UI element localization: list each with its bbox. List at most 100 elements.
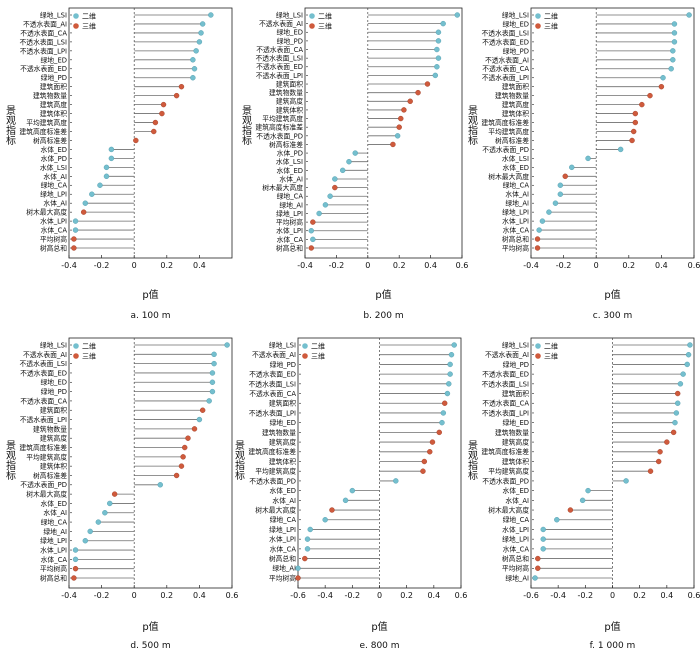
x-axis-title: p值	[371, 620, 387, 633]
lollipop-dot	[112, 492, 117, 497]
category-label: 绿地_LPI	[276, 209, 303, 218]
lollipop-dot	[535, 566, 540, 571]
legend-2d-marker	[73, 13, 79, 19]
category-label: 水体_CA	[503, 226, 530, 235]
category-label: 绿地_ED	[502, 418, 529, 427]
lollipop-dot	[661, 75, 666, 80]
category-label: 树高标准差	[495, 136, 529, 145]
category-label: 不透水表面_ED	[249, 370, 296, 379]
x-tick-label: 0.2	[160, 591, 173, 600]
x-tick-label: -0.2	[556, 261, 572, 270]
legend-3d-marker	[302, 353, 308, 359]
category-label: 建筑物数量	[495, 428, 529, 437]
lollipop-dot	[442, 401, 447, 406]
lollipop-dot	[73, 557, 78, 562]
category-label: 水体_CA	[41, 226, 68, 235]
lollipop-dot	[185, 436, 190, 441]
category-label: 绿地_ED	[276, 28, 303, 37]
lollipop-dot	[109, 147, 114, 152]
lollipop-dot	[109, 156, 114, 161]
category-label: 绿地_LSI	[502, 340, 529, 349]
category-label: 绿地_LPI	[502, 535, 529, 544]
category-label: 建筑面积	[276, 79, 303, 88]
lollipop-dot	[674, 410, 679, 415]
x-tick-label: 0.4	[660, 591, 673, 600]
category-label: 建筑物数量	[269, 88, 303, 97]
category-label: 绿地_LPI	[40, 536, 67, 545]
lollipop-dot	[181, 454, 186, 459]
legend-3d-label: 三维	[318, 22, 332, 31]
x-tick-label: 0	[610, 591, 615, 600]
category-label: 平均建筑高度	[488, 127, 529, 136]
category-label: 绿地_PD	[41, 387, 67, 396]
lollipop-dot	[669, 66, 674, 71]
category-label: 绿地_CA	[270, 515, 297, 524]
lollipop-dot	[434, 64, 439, 69]
lollipop-dot	[664, 440, 669, 445]
lollipop-dot	[89, 192, 94, 197]
lollipop-dot	[631, 129, 636, 134]
lollipop-dot	[310, 237, 315, 242]
lollipop-dot	[541, 527, 546, 532]
category-label: 建筑高度	[269, 438, 296, 447]
lollipop-dot	[210, 389, 215, 394]
category-label: 水体_CA	[277, 235, 304, 244]
category-label: 平均树高	[269, 573, 296, 582]
category-label: 不透水表面_AI	[259, 19, 303, 28]
x-tick-label: 0	[132, 261, 137, 270]
category-label: 绿地_CA	[277, 192, 304, 201]
lollipop-dot	[430, 440, 435, 445]
category-label: 平均树高	[276, 218, 303, 227]
legend-3d-label: 三维	[82, 22, 96, 31]
category-label: 建筑面积	[269, 399, 296, 408]
lollipop-dot	[437, 430, 442, 435]
category-label: 绿地_ED	[40, 55, 67, 64]
category-label: 绿地_AI	[279, 200, 303, 209]
category-label: 绿地_AI	[505, 573, 529, 582]
category-label: 绿地_CA	[41, 518, 68, 527]
category-label: 水体_CA	[270, 544, 297, 553]
category-label: 不透水表面_ED	[256, 62, 303, 71]
lollipop-dot	[618, 147, 623, 152]
category-label: 水体_AI	[279, 174, 303, 183]
lollipop-dot	[540, 219, 545, 224]
category-label: 建筑高度标准差	[19, 443, 67, 452]
legend-2d-label: 二维	[318, 12, 332, 21]
category-label: 不透水表面_PD	[482, 145, 529, 154]
category-label: 水体_PD	[277, 149, 303, 158]
lollipop-dot	[194, 48, 199, 53]
category-label: 绿地_AI	[505, 199, 529, 208]
lollipop-dot	[305, 546, 310, 551]
lollipop-dot	[73, 566, 78, 571]
x-axis-title: p值	[142, 288, 158, 301]
category-label: 平均建筑高度	[262, 114, 303, 123]
lollipop-dot	[586, 488, 591, 493]
lollipop-dot	[401, 107, 406, 112]
lollipop-dot	[436, 30, 441, 35]
legend-2d-label: 二维	[82, 342, 96, 351]
category-label: 平均树高	[40, 234, 67, 243]
lollipop-dot	[83, 538, 88, 543]
lollipop-dot	[436, 56, 441, 61]
lollipop-dot	[436, 38, 441, 43]
lollipop-dot	[350, 488, 355, 493]
lollipop-dot	[210, 380, 215, 385]
lollipop-dot	[390, 142, 395, 147]
category-label: 建筑面积	[502, 82, 529, 91]
x-tick-label: -0.6	[290, 591, 306, 600]
lollipop-dot	[73, 548, 78, 553]
lollipop-dot	[96, 520, 101, 525]
category-label: 不透水表面_AI	[485, 55, 529, 64]
plot-frame	[305, 8, 462, 258]
x-tick-label: 0.4	[427, 591, 440, 600]
category-label: 建筑高度	[40, 434, 67, 443]
legend-3d-marker	[73, 353, 79, 359]
category-label: 树木最大高度	[262, 183, 303, 192]
x-tick-label: -0.2	[94, 591, 110, 600]
legend-3d-marker	[535, 23, 541, 29]
category-label: 树高总和	[40, 243, 67, 252]
category-label: 绿地_LPI	[502, 208, 529, 217]
category-label: 绿地_CA	[503, 181, 530, 190]
category-label: 不透水表面_CA	[482, 64, 529, 73]
